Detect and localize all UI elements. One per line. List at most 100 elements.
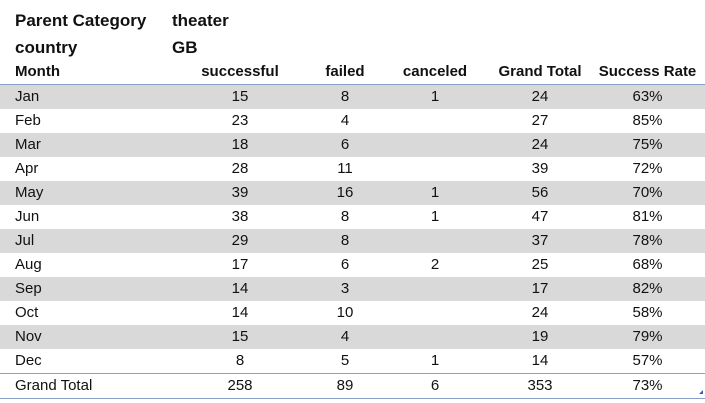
total-failed[interactable]: 89: [310, 373, 380, 399]
cell-successful[interactable]: 29: [170, 229, 310, 253]
cell-grand-total[interactable]: 27: [531, 112, 549, 129]
total-label[interactable]: Grand Total: [0, 373, 170, 399]
total-success-rate[interactable]: 73%: [590, 373, 705, 399]
cell-failed[interactable]: 3: [310, 277, 380, 301]
cell-failed[interactable]: 16: [310, 181, 380, 205]
cell-canceled[interactable]: 1: [380, 84, 490, 109]
cell-success-rate[interactable]: 70%: [590, 181, 705, 205]
cell-canceled[interactable]: [380, 229, 490, 253]
cell-success-rate[interactable]: 58%: [632, 304, 663, 321]
cell-month[interactable]: Feb: [15, 112, 41, 129]
cell-failed[interactable]: 8: [340, 208, 350, 225]
sheet-corner-marker: [699, 390, 703, 394]
cell-canceled[interactable]: [380, 301, 490, 325]
cell-month[interactable]: May: [0, 181, 170, 205]
cell-canceled[interactable]: [380, 157, 490, 181]
grand-total-row: Grand Total 258 89 6 353 73%: [0, 373, 705, 399]
cell-failed[interactable]: 6: [340, 256, 350, 273]
cell-failed[interactable]: 6: [310, 133, 380, 157]
cell-month[interactable]: Sep: [0, 277, 170, 301]
table-row: Aug 17 6 2 25 68%: [0, 253, 705, 277]
total-successful[interactable]: 258: [170, 373, 310, 399]
cell-canceled[interactable]: [380, 133, 490, 157]
cell-grand-total[interactable]: 17: [490, 277, 590, 301]
table-row: Nov 15 4 19 79%: [0, 325, 705, 349]
cell-failed[interactable]: 10: [336, 304, 354, 321]
cell-canceled[interactable]: 1: [380, 181, 490, 205]
table-row: Sep 14 3 17 82%: [0, 277, 705, 301]
table-row: Apr 28 11 39 72%: [0, 157, 705, 181]
cell-month[interactable]: Jun: [15, 208, 40, 225]
cell-success-rate[interactable]: 63%: [590, 84, 705, 109]
header-success-rate[interactable]: Success Rate: [590, 60, 705, 85]
cell-grand-total[interactable]: 14: [531, 352, 549, 369]
total-canceled[interactable]: 6: [380, 373, 490, 399]
cell-grand-total[interactable]: 19: [490, 325, 590, 349]
cell-month[interactable]: Aug: [15, 256, 42, 273]
cell-failed[interactable]: 4: [340, 112, 350, 129]
cell-month[interactable]: Oct: [15, 304, 39, 321]
cell-successful[interactable]: 14: [231, 304, 249, 321]
cell-success-rate[interactable]: 82%: [590, 277, 705, 301]
cell-success-rate[interactable]: 78%: [590, 229, 705, 253]
cell-grand-total[interactable]: 47: [531, 208, 549, 225]
cell-successful[interactable]: 15: [170, 325, 310, 349]
header-successful[interactable]: successful: [170, 60, 310, 85]
header-row: Month successful failed canceled Grand T…: [0, 60, 705, 85]
total-grand-total[interactable]: 353: [490, 373, 590, 399]
cell-success-rate[interactable]: 72%: [632, 160, 663, 177]
cell-grand-total[interactable]: 24: [531, 304, 549, 321]
cell-month[interactable]: Jan: [0, 84, 170, 109]
cell-failed[interactable]: 11: [337, 160, 353, 177]
cell-canceled[interactable]: [380, 277, 490, 301]
header-canceled[interactable]: canceled: [380, 60, 490, 85]
cell-grand-total[interactable]: 56: [490, 181, 590, 205]
filter-parent-category[interactable]: Parent Category theater: [0, 8, 705, 34]
header-failed[interactable]: failed: [310, 60, 380, 85]
cell-month[interactable]: Mar: [0, 133, 170, 157]
cell-canceled[interactable]: [380, 109, 490, 133]
cell-canceled[interactable]: 1: [430, 352, 440, 369]
cell-success-rate[interactable]: 68%: [632, 256, 663, 273]
header-month[interactable]: Month: [0, 60, 170, 85]
cell-success-rate[interactable]: 81%: [632, 208, 663, 225]
cell-successful[interactable]: 38: [231, 208, 249, 225]
cell-grand-total[interactable]: 24: [490, 84, 590, 109]
cell-month[interactable]: Dec: [15, 352, 42, 369]
cell-success-rate[interactable]: 57%: [632, 352, 663, 369]
cell-month[interactable]: Nov: [0, 325, 170, 349]
cell-success-rate[interactable]: 79%: [590, 325, 705, 349]
filter-value[interactable]: GB: [172, 38, 198, 57]
cell-successful[interactable]: 15: [170, 84, 310, 109]
cell-grand-total[interactable]: 37: [490, 229, 590, 253]
cell-successful[interactable]: 14: [170, 277, 310, 301]
cell-failed[interactable]: 5: [340, 352, 350, 369]
cell-failed[interactable]: 4: [310, 325, 380, 349]
cell-failed[interactable]: 8: [310, 84, 380, 109]
cell-failed[interactable]: 8: [310, 229, 380, 253]
cell-successful[interactable]: 18: [170, 133, 310, 157]
cell-canceled[interactable]: 1: [430, 208, 440, 225]
cell-grand-total[interactable]: 25: [531, 256, 549, 273]
filter-label: Parent Category: [15, 11, 147, 30]
table-row: Mar 18 6 24 75%: [0, 133, 705, 157]
pivot-table: Month successful failed canceled Grand T…: [0, 60, 705, 399]
filter-country[interactable]: country GB: [0, 35, 705, 61]
cell-month[interactable]: Jul: [0, 229, 170, 253]
cell-successful[interactable]: 28: [231, 160, 249, 177]
table-row: Jun 38 8 1 47 81%: [0, 205, 705, 229]
cell-successful[interactable]: 17: [231, 256, 249, 273]
cell-success-rate[interactable]: 85%: [632, 112, 663, 129]
cell-successful[interactable]: 23: [231, 112, 249, 129]
cell-canceled[interactable]: [380, 325, 490, 349]
header-grand-total[interactable]: Grand Total: [490, 60, 590, 85]
cell-grand-total[interactable]: 39: [531, 160, 549, 177]
cell-successful[interactable]: 39: [170, 181, 310, 205]
cell-grand-total[interactable]: 24: [490, 133, 590, 157]
cell-month[interactable]: Apr: [15, 160, 39, 177]
cell-success-rate[interactable]: 75%: [590, 133, 705, 157]
cell-canceled[interactable]: 2: [430, 256, 440, 273]
filter-value[interactable]: theater: [172, 11, 229, 30]
cell-successful[interactable]: 8: [235, 352, 245, 369]
table-row: Oct 14 10 24 58%: [0, 301, 705, 325]
